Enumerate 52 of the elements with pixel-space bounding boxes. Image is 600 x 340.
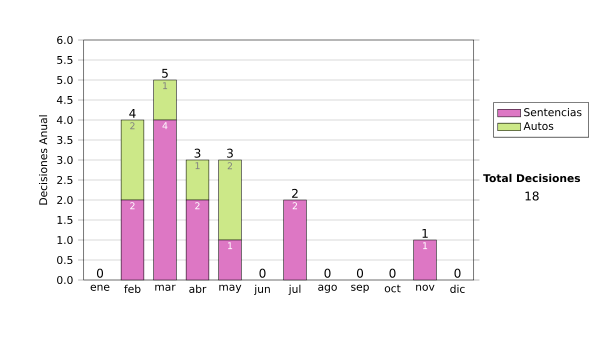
y-tick-label: 1.0	[58, 236, 73, 244]
x-tick-label: nov	[416, 284, 434, 291]
x-tick-label: ene	[90, 284, 110, 291]
y-tick-label: 1.5	[58, 216, 72, 224]
x-tick-label: may	[219, 284, 242, 293]
legend-label: Sentencias	[524, 108, 582, 116]
x-tick-label: dic	[450, 284, 465, 293]
y-tick-label: 4.0	[56, 116, 73, 124]
x-tick-label: abr	[189, 284, 206, 293]
y-tick-label: 0.5	[57, 256, 72, 264]
text: 18	[526, 191, 539, 201]
data-label: 2	[130, 122, 135, 130]
x-tick-label: sep	[351, 284, 369, 293]
total-label: 3	[227, 148, 233, 158]
data-label: 2	[228, 162, 232, 170]
y-tick-label: 3.0	[57, 156, 73, 164]
total-label: 5	[162, 68, 168, 78]
y-tick-label: 4.5	[56, 96, 72, 104]
y-axis-title: Decisiones Anual	[38, 115, 48, 205]
y-tick-label: 2.5	[57, 176, 72, 184]
y-tick-label: 0.0	[57, 276, 73, 284]
y-tick-label: 5.5	[57, 56, 72, 64]
total-label: 0	[96, 268, 104, 278]
x-tick-label: ago	[318, 284, 337, 293]
total-label: 0	[389, 268, 396, 278]
y-tick-label: 2.0	[57, 196, 73, 204]
x-tick-label: feb	[124, 284, 140, 293]
data-label: 1	[196, 162, 200, 170]
total-label: 0	[324, 268, 331, 278]
y-tick-label: 5.0	[57, 76, 73, 84]
x-tick-label: jun	[254, 284, 270, 296]
text: Total Decisiones	[483, 174, 580, 182]
y-tick-label: 3.5	[57, 136, 72, 144]
total-label: 4	[129, 109, 136, 118]
total-label: 0	[259, 268, 266, 278]
x-tick-label: oct	[384, 284, 401, 292]
data-label: 2	[130, 202, 135, 210]
total-label: 2	[292, 188, 298, 198]
data-label: 4	[162, 122, 168, 130]
data-label: 1	[423, 242, 428, 250]
x-tick-label: mar	[155, 284, 176, 291]
data-label: 1	[163, 82, 168, 90]
total-label: 1	[422, 228, 428, 238]
legend-label: Autos	[524, 122, 554, 130]
x-tick-label: jul	[288, 284, 300, 296]
total-label: 0	[454, 268, 461, 278]
total-label: 0	[356, 268, 364, 278]
data-label: 2	[292, 202, 298, 210]
y-tick-label: 6.0	[57, 36, 73, 44]
total-label: 3	[194, 148, 200, 158]
data-label: 1	[228, 242, 232, 250]
data-label: 2	[195, 202, 200, 210]
